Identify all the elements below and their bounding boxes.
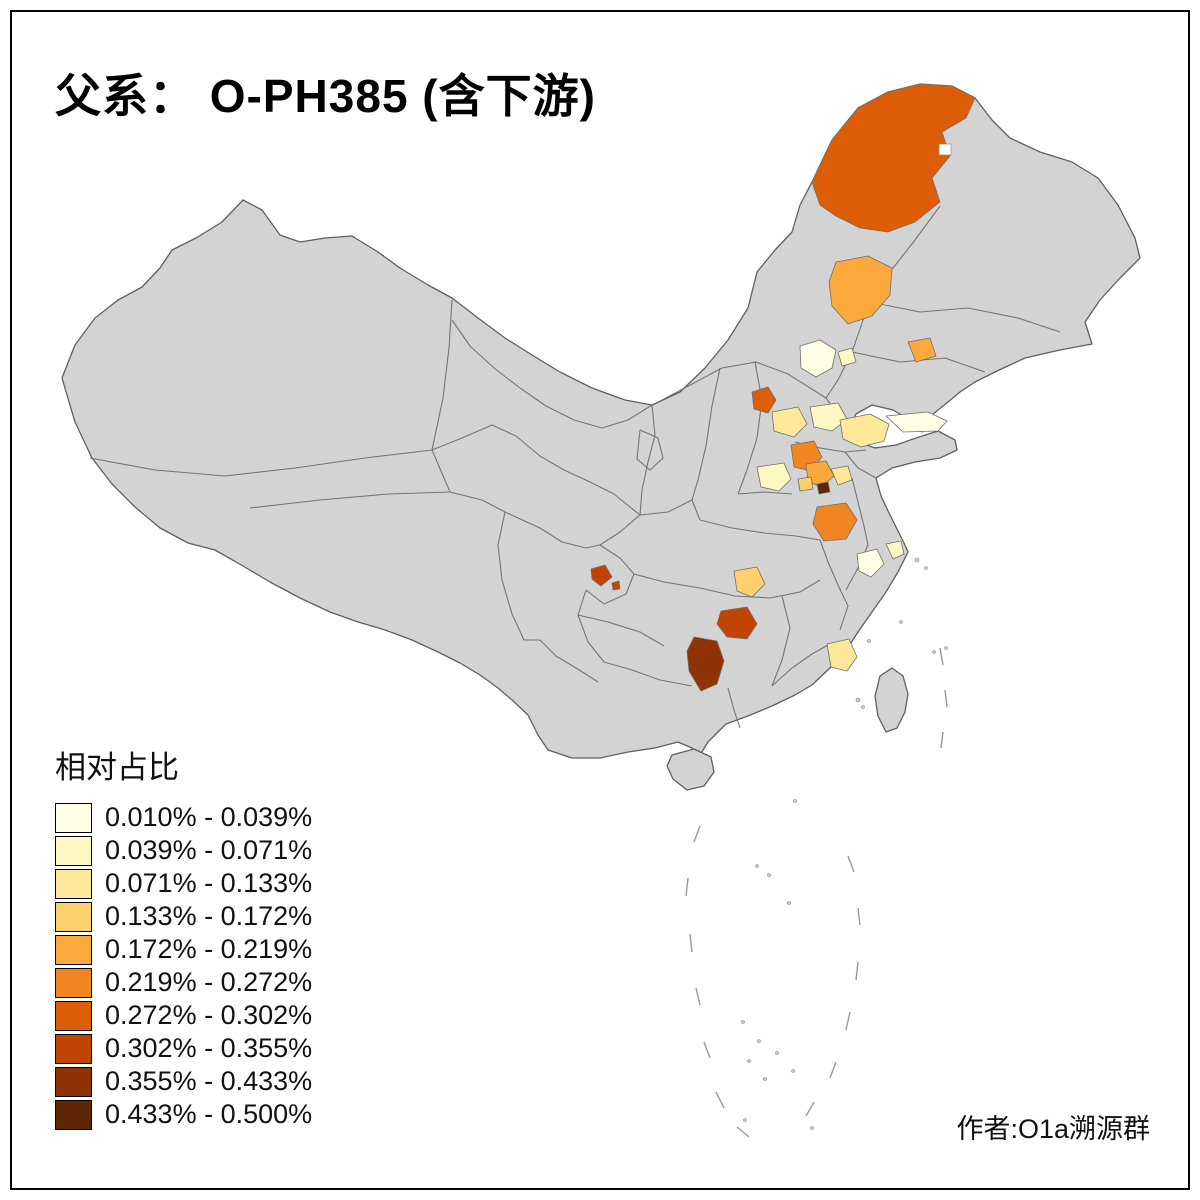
highlighted-regions — [590, 83, 976, 692]
legend-item: 0.433% - 0.500% — [55, 1098, 312, 1131]
legend-label: 0.010% - 0.039% — [105, 802, 313, 832]
legend-item: 0.039% - 0.071% — [55, 834, 312, 867]
map-region — [799, 339, 837, 378]
map-region — [856, 548, 885, 578]
province-border-line — [431, 424, 641, 516]
map-region — [733, 566, 766, 598]
map-region — [839, 413, 890, 448]
province-border-line — [737, 491, 793, 495]
map-region — [885, 540, 905, 560]
province-border-line — [851, 477, 869, 546]
province-border-line — [844, 451, 877, 479]
map-region — [756, 462, 792, 492]
province-border-line — [639, 404, 656, 516]
legend-label: 0.302% - 0.355% — [105, 1033, 313, 1063]
province-border-line — [497, 511, 540, 641]
taiwan-island — [874, 667, 909, 733]
legend: 相对占比 0.010% - 0.039% 0.039% - 0.071% 0.0… — [55, 742, 312, 1131]
hainan-island — [666, 748, 715, 791]
province-border-line — [771, 595, 791, 687]
province-border-line — [249, 449, 451, 509]
map-region — [611, 580, 621, 591]
province-border-line — [599, 514, 641, 546]
province-border-line — [691, 499, 701, 521]
legend-swatch — [55, 802, 92, 833]
province-border-line — [585, 544, 635, 605]
legend-swatch — [55, 868, 92, 899]
province-border-line — [699, 519, 821, 541]
legend-label: 0.355% - 0.433% — [105, 1066, 313, 1096]
province-border-line — [539, 639, 599, 683]
province-border-line — [869, 301, 1061, 333]
legend-label: 0.219% - 0.272% — [105, 967, 313, 997]
legend-swatch — [55, 967, 92, 998]
map-region — [771, 406, 808, 438]
map-region — [751, 386, 777, 414]
legend-label: 0.071% - 0.133% — [105, 868, 313, 898]
legend-title: 相对占比 — [55, 750, 179, 785]
legend-label: 0.039% - 0.071% — [105, 835, 313, 865]
map-region — [826, 638, 858, 672]
map-region — [797, 476, 814, 492]
province-border-line — [737, 361, 763, 495]
province-border-line — [633, 573, 701, 589]
legend-swatch — [55, 1066, 92, 1097]
legend-swatch — [55, 1000, 92, 1031]
province-border-line — [699, 579, 821, 599]
province-border-line — [691, 367, 721, 501]
legend-item: 0.133% - 0.172% — [55, 900, 312, 933]
figure-title: 父系： O-PH385 (含下游) — [55, 70, 596, 122]
legend-swatch — [55, 835, 92, 866]
map-region — [837, 347, 857, 367]
province-border-line — [819, 539, 839, 586]
legend-label: 0.272% - 0.302% — [105, 1000, 313, 1030]
legend-item: 0.302% - 0.355% — [55, 1032, 312, 1065]
legend-label: 0.433% - 0.500% — [105, 1099, 313, 1129]
legend-item: 0.219% - 0.272% — [55, 966, 312, 999]
legend-label: 0.172% - 0.219% — [105, 934, 313, 964]
legend-swatch — [55, 901, 92, 932]
legend-swatch — [55, 934, 92, 965]
map-region — [686, 636, 725, 692]
province-border-line — [577, 614, 665, 647]
legend-item: 0.071% - 0.133% — [55, 867, 312, 900]
map-region — [716, 606, 758, 640]
map-region — [885, 411, 948, 433]
sea-islands-and-dash-line — [685, 557, 948, 1138]
legend-item: 0.355% - 0.433% — [55, 1065, 312, 1098]
province-border-line — [837, 584, 849, 631]
legend-item: 0.010% - 0.039% — [55, 801, 312, 834]
province-border-line — [451, 319, 653, 429]
province-border-line — [661, 361, 827, 401]
author-credit: 作者:O1a溯源群 — [956, 1114, 1150, 1144]
province-border-line — [727, 687, 741, 729]
province-border-line — [449, 491, 506, 513]
map-region — [828, 255, 893, 325]
mainland-outline — [61, 83, 1141, 759]
province-border-line — [431, 299, 453, 451]
legend-label: 0.133% - 0.172% — [105, 901, 313, 931]
map-region-hole — [938, 143, 952, 156]
map-region — [907, 337, 937, 363]
legend-item: 0.272% - 0.302% — [55, 999, 312, 1032]
province-border-line — [771, 644, 829, 687]
map-region — [816, 481, 831, 495]
province-border-line — [89, 449, 433, 477]
legend-swatch — [55, 1033, 92, 1064]
legend-item: 0.172% - 0.219% — [55, 933, 312, 966]
map-region — [809, 402, 848, 432]
province-border-line — [639, 499, 693, 516]
map-region — [830, 465, 853, 486]
province-border-line — [504, 511, 601, 549]
legend-swatch — [55, 1099, 92, 1130]
map-region — [590, 564, 613, 587]
map-region — [812, 502, 858, 542]
